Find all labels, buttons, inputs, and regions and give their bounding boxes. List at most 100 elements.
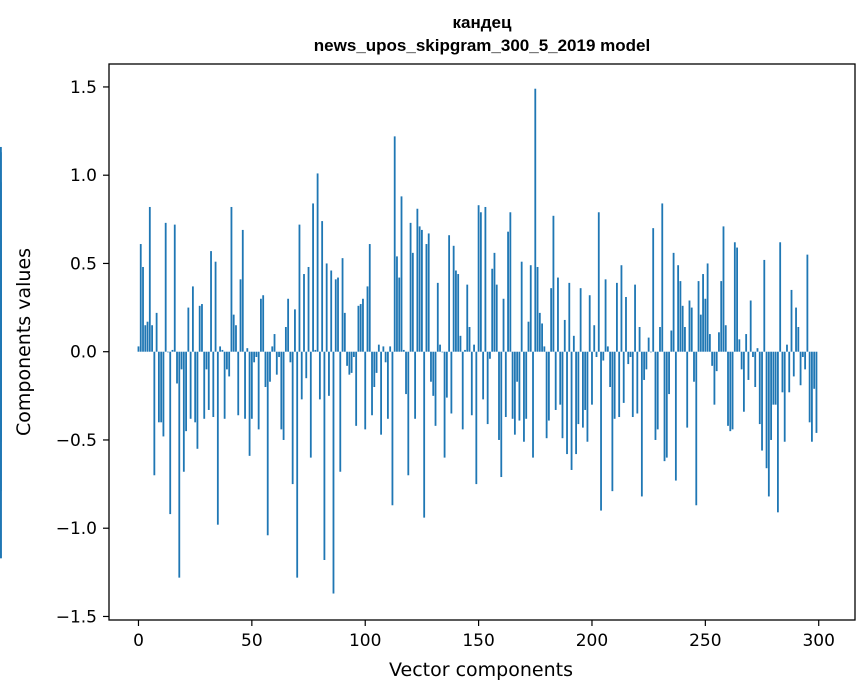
bar [205, 351, 208, 370]
bar [629, 351, 632, 358]
bar [538, 312, 541, 352]
bar [486, 351, 489, 425]
bar [450, 351, 453, 414]
bar [693, 351, 695, 382]
bar [715, 351, 718, 372]
bar [740, 351, 743, 370]
bar [314, 349, 317, 352]
bar [686, 351, 689, 428]
bar [513, 351, 516, 435]
bar [434, 351, 437, 426]
bar [241, 229, 244, 352]
bar [498, 351, 500, 440]
bar [504, 351, 507, 418]
bar [779, 242, 782, 352]
bar [282, 351, 285, 440]
bar [436, 282, 439, 352]
bar [731, 351, 734, 430]
bar [296, 351, 299, 578]
bar [334, 279, 337, 352]
bar [602, 351, 605, 361]
bar [688, 300, 691, 352]
bar [0, 286, 2, 352]
bar [765, 351, 768, 469]
bar [591, 351, 593, 405]
bar [668, 351, 670, 395]
bar [733, 242, 736, 352]
bar [554, 351, 557, 410]
bar [815, 351, 818, 433]
bar [593, 325, 596, 352]
bar [491, 268, 494, 352]
bar [191, 286, 194, 352]
bar [357, 305, 360, 352]
bar [801, 351, 804, 358]
bar [455, 270, 457, 352]
bar [654, 351, 657, 440]
bar [543, 346, 546, 352]
bar [511, 351, 514, 419]
bar [230, 206, 233, 352]
bar [783, 351, 786, 442]
bar [563, 319, 566, 352]
bar [318, 351, 321, 400]
bar [620, 265, 623, 352]
bar [640, 351, 643, 497]
bar [343, 312, 346, 352]
bar [489, 351, 491, 359]
bar [291, 351, 294, 485]
bar [616, 282, 618, 352]
bar [432, 351, 435, 396]
bar [729, 351, 732, 432]
bar [246, 348, 249, 352]
bar [475, 351, 478, 485]
bar [196, 351, 199, 449]
bar [547, 351, 550, 421]
x-tick-label: 100 [349, 631, 381, 651]
bar [557, 277, 559, 352]
x-tick-label: 200 [576, 631, 608, 651]
bar [661, 203, 664, 352]
bar [747, 351, 750, 380]
bar [738, 339, 741, 352]
bar [597, 212, 600, 352]
bar [448, 235, 451, 352]
bar [550, 288, 553, 352]
bar [727, 351, 729, 426]
bar [262, 295, 265, 352]
bar [656, 351, 659, 430]
bar [777, 351, 779, 513]
bar [441, 351, 444, 353]
bar [600, 351, 602, 511]
x-tick-label: 150 [462, 631, 494, 651]
bar [711, 351, 714, 366]
bar [160, 351, 163, 423]
bar [352, 351, 355, 358]
x-tick-label: 300 [802, 631, 834, 651]
bar [813, 351, 816, 389]
bar [439, 344, 441, 352]
bar [371, 351, 373, 416]
bar [631, 351, 634, 418]
bar [690, 307, 693, 352]
bar [507, 231, 509, 352]
bar [772, 351, 775, 405]
bar [722, 226, 725, 352]
bar [148, 206, 151, 352]
bar [194, 351, 197, 423]
bar [278, 351, 280, 358]
y-tick-label: −1.0 [56, 519, 97, 539]
bar [806, 254, 809, 352]
chart-subtitle: news_upos_skipgram_300_5_2019 model [314, 36, 650, 55]
bar [373, 351, 376, 388]
bar [332, 351, 335, 594]
bar [411, 252, 414, 352]
bar [294, 309, 296, 352]
bar [421, 229, 423, 352]
bar [470, 351, 473, 416]
bar [577, 351, 580, 425]
bar [182, 351, 185, 472]
bar [300, 351, 303, 400]
bar [799, 351, 802, 386]
bar [430, 351, 432, 382]
